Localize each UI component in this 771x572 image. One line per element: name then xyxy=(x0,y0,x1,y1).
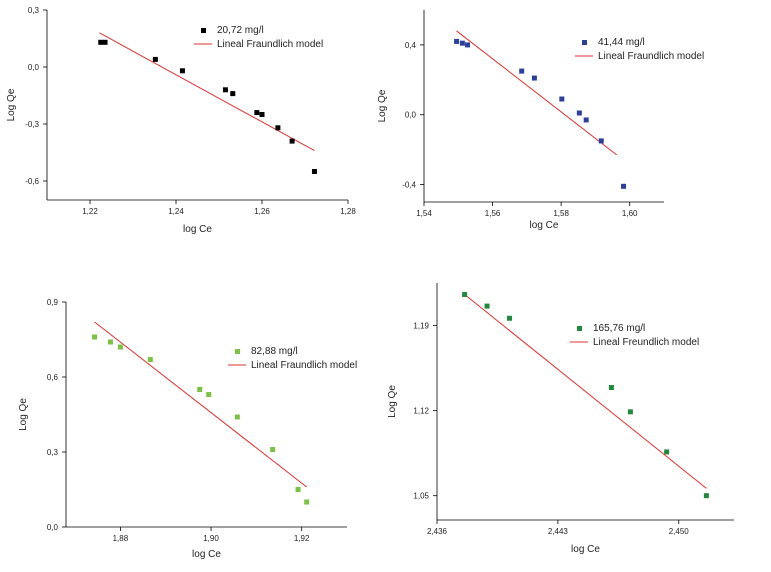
fit-line xyxy=(94,321,307,488)
data-point xyxy=(459,40,465,46)
x-tick-label: 1,88 xyxy=(113,534,129,543)
y-axis-title: Log Qe xyxy=(387,385,398,418)
y-tick-label: 1,19 xyxy=(413,322,429,331)
x-axis-title: log Ce xyxy=(192,549,221,560)
data-point xyxy=(259,112,265,117)
data-point xyxy=(152,56,158,62)
y-tick-label: 0,4 xyxy=(405,41,417,50)
y-axis-title: Log Qe xyxy=(6,88,17,121)
legend: 20,72 mg/l Lineal Fraundlich model xyxy=(194,25,323,50)
data-point xyxy=(254,110,260,116)
legend-marker xyxy=(235,349,240,354)
x-tick-label: 1,22 xyxy=(82,207,98,216)
data-point xyxy=(230,91,236,97)
x-tick-label: 2,443 xyxy=(548,527,569,536)
data-point xyxy=(304,499,310,505)
data-point xyxy=(275,125,281,131)
data-point xyxy=(507,315,513,321)
data-point xyxy=(484,303,490,309)
legend-label-series: 20,72 mg/l xyxy=(217,25,264,36)
chart-panel-1: 1,22 1,24 1,26 1,28 0,3 0,0 -0,3 -0,6 log Ce Log … xyxy=(6,6,356,235)
data-point xyxy=(462,292,468,298)
data-point xyxy=(465,42,471,48)
y-tick-label: 0,0 xyxy=(405,111,417,120)
legend-label-model: Lineal Fraundlich model xyxy=(598,51,704,62)
data-point xyxy=(222,87,228,93)
chart-panel-3: 1,88 1,90 1,92 0,9 0,6 0,3 0,0 log Ce Log Qe 82,8… xyxy=(18,298,357,560)
data-point xyxy=(206,392,212,397)
data-point xyxy=(117,344,123,350)
data-point xyxy=(583,117,589,123)
data-point xyxy=(559,96,565,102)
x-tick-label: 1,90 xyxy=(203,534,219,543)
data-point xyxy=(147,357,153,362)
x-tick-label: 1,92 xyxy=(294,534,310,543)
x-tick-label: 1,54 xyxy=(416,209,432,218)
data-point xyxy=(598,138,604,144)
x-tick-label: 1,60 xyxy=(622,209,638,218)
data-point xyxy=(270,447,276,452)
legend-marker xyxy=(577,326,582,331)
data-point xyxy=(454,38,460,44)
data-point xyxy=(107,339,113,345)
data-point xyxy=(608,385,614,391)
legend-label-series: 82,88 mg/l xyxy=(251,346,298,357)
fit-line xyxy=(464,294,707,489)
legend-label-model: Lineal Fraundlich model xyxy=(217,39,323,50)
legend: 41,44 mg/l Lineal Fraundlich model xyxy=(575,37,704,62)
legend-label-model: Lineal Freundlich model xyxy=(593,337,699,348)
data-point xyxy=(98,39,104,45)
y-tick-label: 1,05 xyxy=(413,492,429,501)
y-tick-label: -0,4 xyxy=(402,181,416,190)
x-tick-label: 1,28 xyxy=(340,207,356,216)
data-point xyxy=(295,487,301,492)
data-point xyxy=(703,493,709,499)
x-tick-label: 1,58 xyxy=(553,209,569,218)
y-tick-label: 1,12 xyxy=(413,407,429,416)
legend-label-series: 41,44 mg/l xyxy=(598,37,645,48)
x-tick-label: 1,56 xyxy=(485,209,501,218)
data-point xyxy=(519,68,525,74)
x-tick-label: 1,24 xyxy=(168,207,184,216)
legend: 165,76 mg/l Lineal Freundlich model xyxy=(570,323,699,348)
y-tick-label: 0,0 xyxy=(28,63,40,72)
fit-line xyxy=(99,32,315,152)
data-point xyxy=(197,387,203,392)
legend-marker xyxy=(201,28,206,33)
y-tick-label: 0,3 xyxy=(28,6,40,15)
data-point xyxy=(234,414,240,420)
chart-panel-4: 2,436 2,443 2,450 1,19 1,12 1,05 log Ce Log Qe 1… xyxy=(387,283,734,555)
data-point xyxy=(621,183,627,189)
y-tick-label: -0,3 xyxy=(25,120,39,129)
data-point xyxy=(92,334,98,340)
x-axis-title: log Ce xyxy=(183,224,212,235)
data-point xyxy=(664,449,670,455)
y-tick-label: -0,6 xyxy=(25,177,39,186)
data-point xyxy=(179,68,185,74)
y-tick-label: 0,3 xyxy=(47,448,59,457)
y-tick-label: 0,9 xyxy=(47,298,59,307)
fit-line xyxy=(456,30,617,156)
data-point xyxy=(311,169,317,174)
y-axis-title: Log Qe xyxy=(18,398,29,431)
x-tick-label: 2,450 xyxy=(669,527,690,536)
x-tick-label: 1,26 xyxy=(254,207,270,216)
x-tick-label: 2,436 xyxy=(427,527,448,536)
legend-marker xyxy=(582,40,587,45)
x-axis-title: log Ce xyxy=(571,544,600,555)
data-point xyxy=(289,138,295,144)
y-tick-label: 0,6 xyxy=(47,373,59,382)
data-point xyxy=(627,409,633,415)
data-point xyxy=(531,75,537,81)
data-point xyxy=(576,110,582,116)
legend-label-model: Lineal Fraundlich model xyxy=(251,360,357,371)
legend: 82,88 mg/l Lineal Fraundlich model xyxy=(228,346,357,371)
x-axis-title: log Ce xyxy=(530,220,559,231)
y-axis-title: Log Qe xyxy=(377,89,388,122)
chart-panel-2: 1,54 1,56 1,58 1,60 0,4 0,0 -0,4 log Ce Log Qe 41… xyxy=(377,10,704,231)
data-point xyxy=(102,39,108,45)
legend-label-series: 165,76 mg/l xyxy=(593,323,645,334)
y-tick-label: 0,0 xyxy=(47,523,59,532)
